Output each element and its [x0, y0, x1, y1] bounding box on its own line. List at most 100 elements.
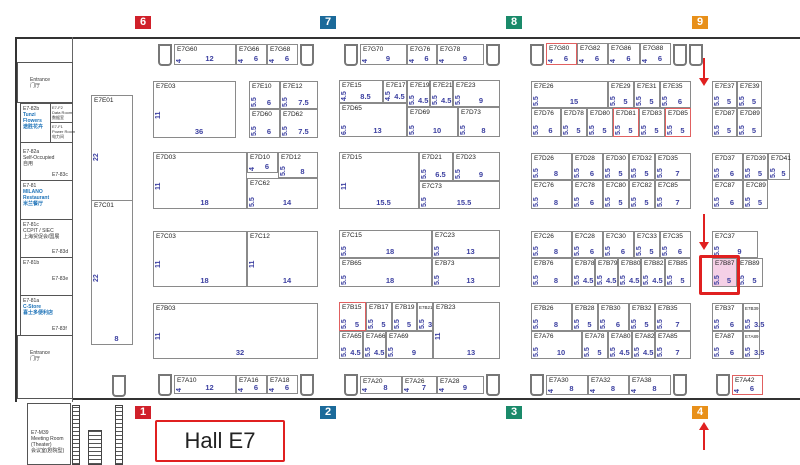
booth-e7g86[interactable]: E7G86 4 6	[608, 43, 640, 65]
booth-e7d15[interactable]: E7D15 11 15.5	[339, 152, 419, 209]
booth-e7g82[interactable]: E7G82 4 6	[577, 43, 608, 65]
booth-e7b35[interactable]: E7B35 5.5 7	[655, 303, 691, 331]
booth-e7g76[interactable]: E7G76 4 6	[407, 44, 437, 65]
booth-e7b76[interactable]: E7B76 5.5 8	[531, 258, 572, 287]
booth-e7g80[interactable]: E7G80 4 6	[546, 43, 577, 65]
booth-e7c87[interactable]: E7C87 5.5 6	[712, 180, 743, 209]
booth-e7e01[interactable]: E7E01228	[91, 95, 133, 209]
booth-e7c80[interactable]: E7C80 5.5 5	[603, 180, 629, 209]
booth-e7c03[interactable]: E7C03 11 18	[153, 231, 247, 287]
booth-e7e03[interactable]: E7E03 11 36	[153, 81, 236, 138]
booth-e7g70[interactable]: E7G70 4 9	[360, 44, 407, 65]
booth-e7c01[interactable]: E7C01 22 8	[91, 200, 133, 345]
booth-e7b15[interactable]: E7B15 5.5 5	[339, 302, 366, 331]
booth-e7d39[interactable]: E7D39 5.5 5	[743, 153, 768, 180]
booth-e7b65[interactable]: E7B65 5.5 18	[339, 258, 432, 287]
booth-e7a66[interactable]: E7A66 5.5 4.5	[363, 331, 386, 359]
booth-e7a65[interactable]: E7A65 5.5 4.5	[339, 331, 363, 359]
booth-e7e26[interactable]: E7E26 5.5 15	[531, 81, 608, 108]
booth-e7d35[interactable]: E7D35 5.5 7	[655, 153, 691, 180]
booth-e7a26[interactable]: E7A26 4 7	[402, 376, 437, 394]
booth-e7d80[interactable]: E7D80 5.5 5	[587, 108, 613, 137]
booth-e7c12[interactable]: E7C12 11 14	[247, 231, 318, 287]
booth-e7d28[interactable]: E7D28 5.5 6	[572, 153, 603, 180]
booth-e7a69[interactable]: E7A69 5.5 9	[386, 331, 433, 359]
booth-e7c26[interactable]: E7C26 5.5 8	[531, 231, 572, 258]
booth-e7e12[interactable]: E7E12 5.5 7.5	[280, 81, 318, 109]
booth-e7b78[interactable]: E7B78 5.5 4.5	[572, 258, 595, 287]
booth-e7b87[interactable]: E7B87 5.5 5	[712, 258, 737, 287]
booth-e7b37[interactable]: E7B37 5.5 6	[712, 303, 743, 331]
booth-e7b85[interactable]: E7B85 5.5 5	[665, 258, 691, 287]
booth-e7d69[interactable]: E7D69 5.5 10	[407, 107, 458, 137]
booth-e7a30[interactable]: E7A30 4 8	[546, 375, 588, 395]
booth-e7e37[interactable]: E7E37 5.5 5	[712, 81, 737, 108]
booth-e7c35[interactable]: E7C35 5.5 6	[660, 231, 691, 258]
booth-e7d30[interactable]: E7D30 5.5 5	[603, 153, 629, 180]
booth-e7c76[interactable]: E7C76 5.5 8	[531, 180, 572, 209]
booth-e7e29[interactable]: E7E29 5.5 5	[608, 81, 634, 108]
booth-e7c37[interactable]: E7C37 5.5 9	[712, 231, 758, 258]
booth-e7a18[interactable]: E7A18 4 6	[267, 375, 298, 394]
booth-e7e21[interactable]: E7E21 5.5 4.5	[430, 80, 453, 107]
booth-e7b03[interactable]: E7B03 11 32	[153, 303, 318, 359]
booth-e7c15[interactable]: E7C15 5.5 18	[339, 230, 432, 258]
booth-e7d37[interactable]: E7D37 5.5 6	[712, 153, 743, 180]
booth-e7c30[interactable]: E7C30 5.5 6	[603, 231, 634, 258]
booth-e7c73[interactable]: E7C73 5.5 15.5	[419, 181, 500, 209]
booth-e7d73[interactable]: E7D73 5.5 8	[458, 107, 500, 137]
booth-e7d89[interactable]: E7D89 5.5 5	[737, 108, 762, 137]
booth-e7e15[interactable]: E7E15 4.5 8.5	[339, 80, 383, 103]
booth-e7b17[interactable]: E7B17 5.5 5	[366, 302, 392, 331]
booth-e7c33[interactable]: E7C33 5.5 5	[634, 231, 660, 258]
booth-e7c62[interactable]: E7C62 5.5 14	[247, 178, 318, 209]
booth-e7a89[interactable]: E7A89 5.5 3.5	[743, 331, 764, 359]
booth-e7g88[interactable]: E7G88 4 6	[640, 43, 671, 65]
booth-e7a80[interactable]: E7A80 5.5 4.5	[608, 331, 632, 359]
booth-e7a16[interactable]: E7A16 4 6	[236, 375, 267, 394]
booth-e7b79[interactable]: E7B79 5.5 4.5	[595, 258, 618, 287]
booth-e7a28[interactable]: E7A28 4 9	[437, 376, 484, 394]
booth-e7e39[interactable]: E7E39 5.5 5	[737, 81, 762, 108]
booth-e7a42[interactable]: E7A42 4 6	[732, 375, 763, 395]
booth-e7d21[interactable]: E7D21 5.5 6.5	[419, 152, 453, 181]
booth-e7a87[interactable]: E7A87 5.5 6	[712, 331, 743, 359]
booth-e7e10[interactable]: E7E10 5.5 6	[249, 81, 280, 109]
booth-e7d60[interactable]: E7D60 5.5 6	[249, 109, 280, 138]
booth-e7e35[interactable]: E7E35 5.5 6	[660, 81, 691, 108]
booth-e7a10[interactable]: E7A10 4 12	[174, 375, 236, 394]
booth-e7b19[interactable]: E7B19 5.5 5	[392, 302, 417, 331]
booth-e7c28[interactable]: E7C28 5.5 6	[572, 231, 603, 258]
booth-e7d32[interactable]: E7D32 5.5 5	[629, 153, 655, 180]
booth-e7d10[interactable]: E7D10 4 6	[247, 152, 278, 173]
booth-e7b82[interactable]: E7B82 5.5 4.5	[641, 258, 665, 287]
booth-e7d85[interactable]: E7D85 5.5 5	[665, 108, 691, 137]
booth-e7b73[interactable]: E7B73 5.5 13	[432, 258, 500, 287]
booth-e7b80[interactable]: E7B80 5.5 4.5	[618, 258, 641, 287]
booth-e7g78[interactable]: E7G78 4 9	[437, 44, 484, 65]
booth-e7e19[interactable]: E7E19 5.5 4.5	[407, 80, 430, 107]
booth-e7c85[interactable]: E7C85 5.5 7	[655, 180, 691, 209]
booth-e7d41[interactable]: E7D41 5.5 5	[768, 153, 791, 180]
booth-e7a82[interactable]: E7A82 5.5 4.5	[632, 331, 655, 359]
booth-e7d78[interactable]: E7D78 5.5 5	[561, 108, 587, 137]
booth-e7d12[interactable]: E7D12 5.5 8	[278, 152, 318, 178]
booth-e7b30[interactable]: E7B30 5.5 6	[598, 303, 629, 331]
booth-e7b28[interactable]: E7B28 5.5 5	[572, 303, 598, 331]
booth-e7b26[interactable]: E7B26 5.5 8	[531, 303, 572, 331]
booth-e7c78[interactable]: E7C78 5.5 6	[572, 180, 603, 209]
booth-e7b23[interactable]: E7B23 11 13	[433, 302, 500, 359]
booth-e7a20[interactable]: E7A20 4 8	[360, 376, 402, 394]
booth-e7d87[interactable]: E7D87 5.5 5	[712, 108, 737, 137]
booth-e7g60[interactable]: E7G60 4 12	[174, 44, 236, 65]
booth-e7d03[interactable]: E7D03 11 18	[153, 152, 247, 209]
booth-e7d83[interactable]: E7D83 5.5 5	[639, 108, 665, 137]
booth-e7b32[interactable]: E7B32 5.5 5	[629, 303, 655, 331]
booth-e7b39[interactable]: E7B39 5.5 3.5	[743, 303, 764, 331]
booth-e7a78[interactable]: E7A78 5.5 5	[582, 331, 608, 359]
booth-e7a38[interactable]: E7A38 4 8	[629, 375, 671, 395]
booth-e7d62[interactable]: E7D62 5.5 7.5	[280, 109, 318, 138]
booth-e7d65[interactable]: E7D65 6.5 13	[339, 103, 407, 137]
booth-e7a32[interactable]: E7A32 4 8	[588, 375, 629, 395]
booth-e7g66[interactable]: E7G66 4 6	[236, 44, 267, 65]
